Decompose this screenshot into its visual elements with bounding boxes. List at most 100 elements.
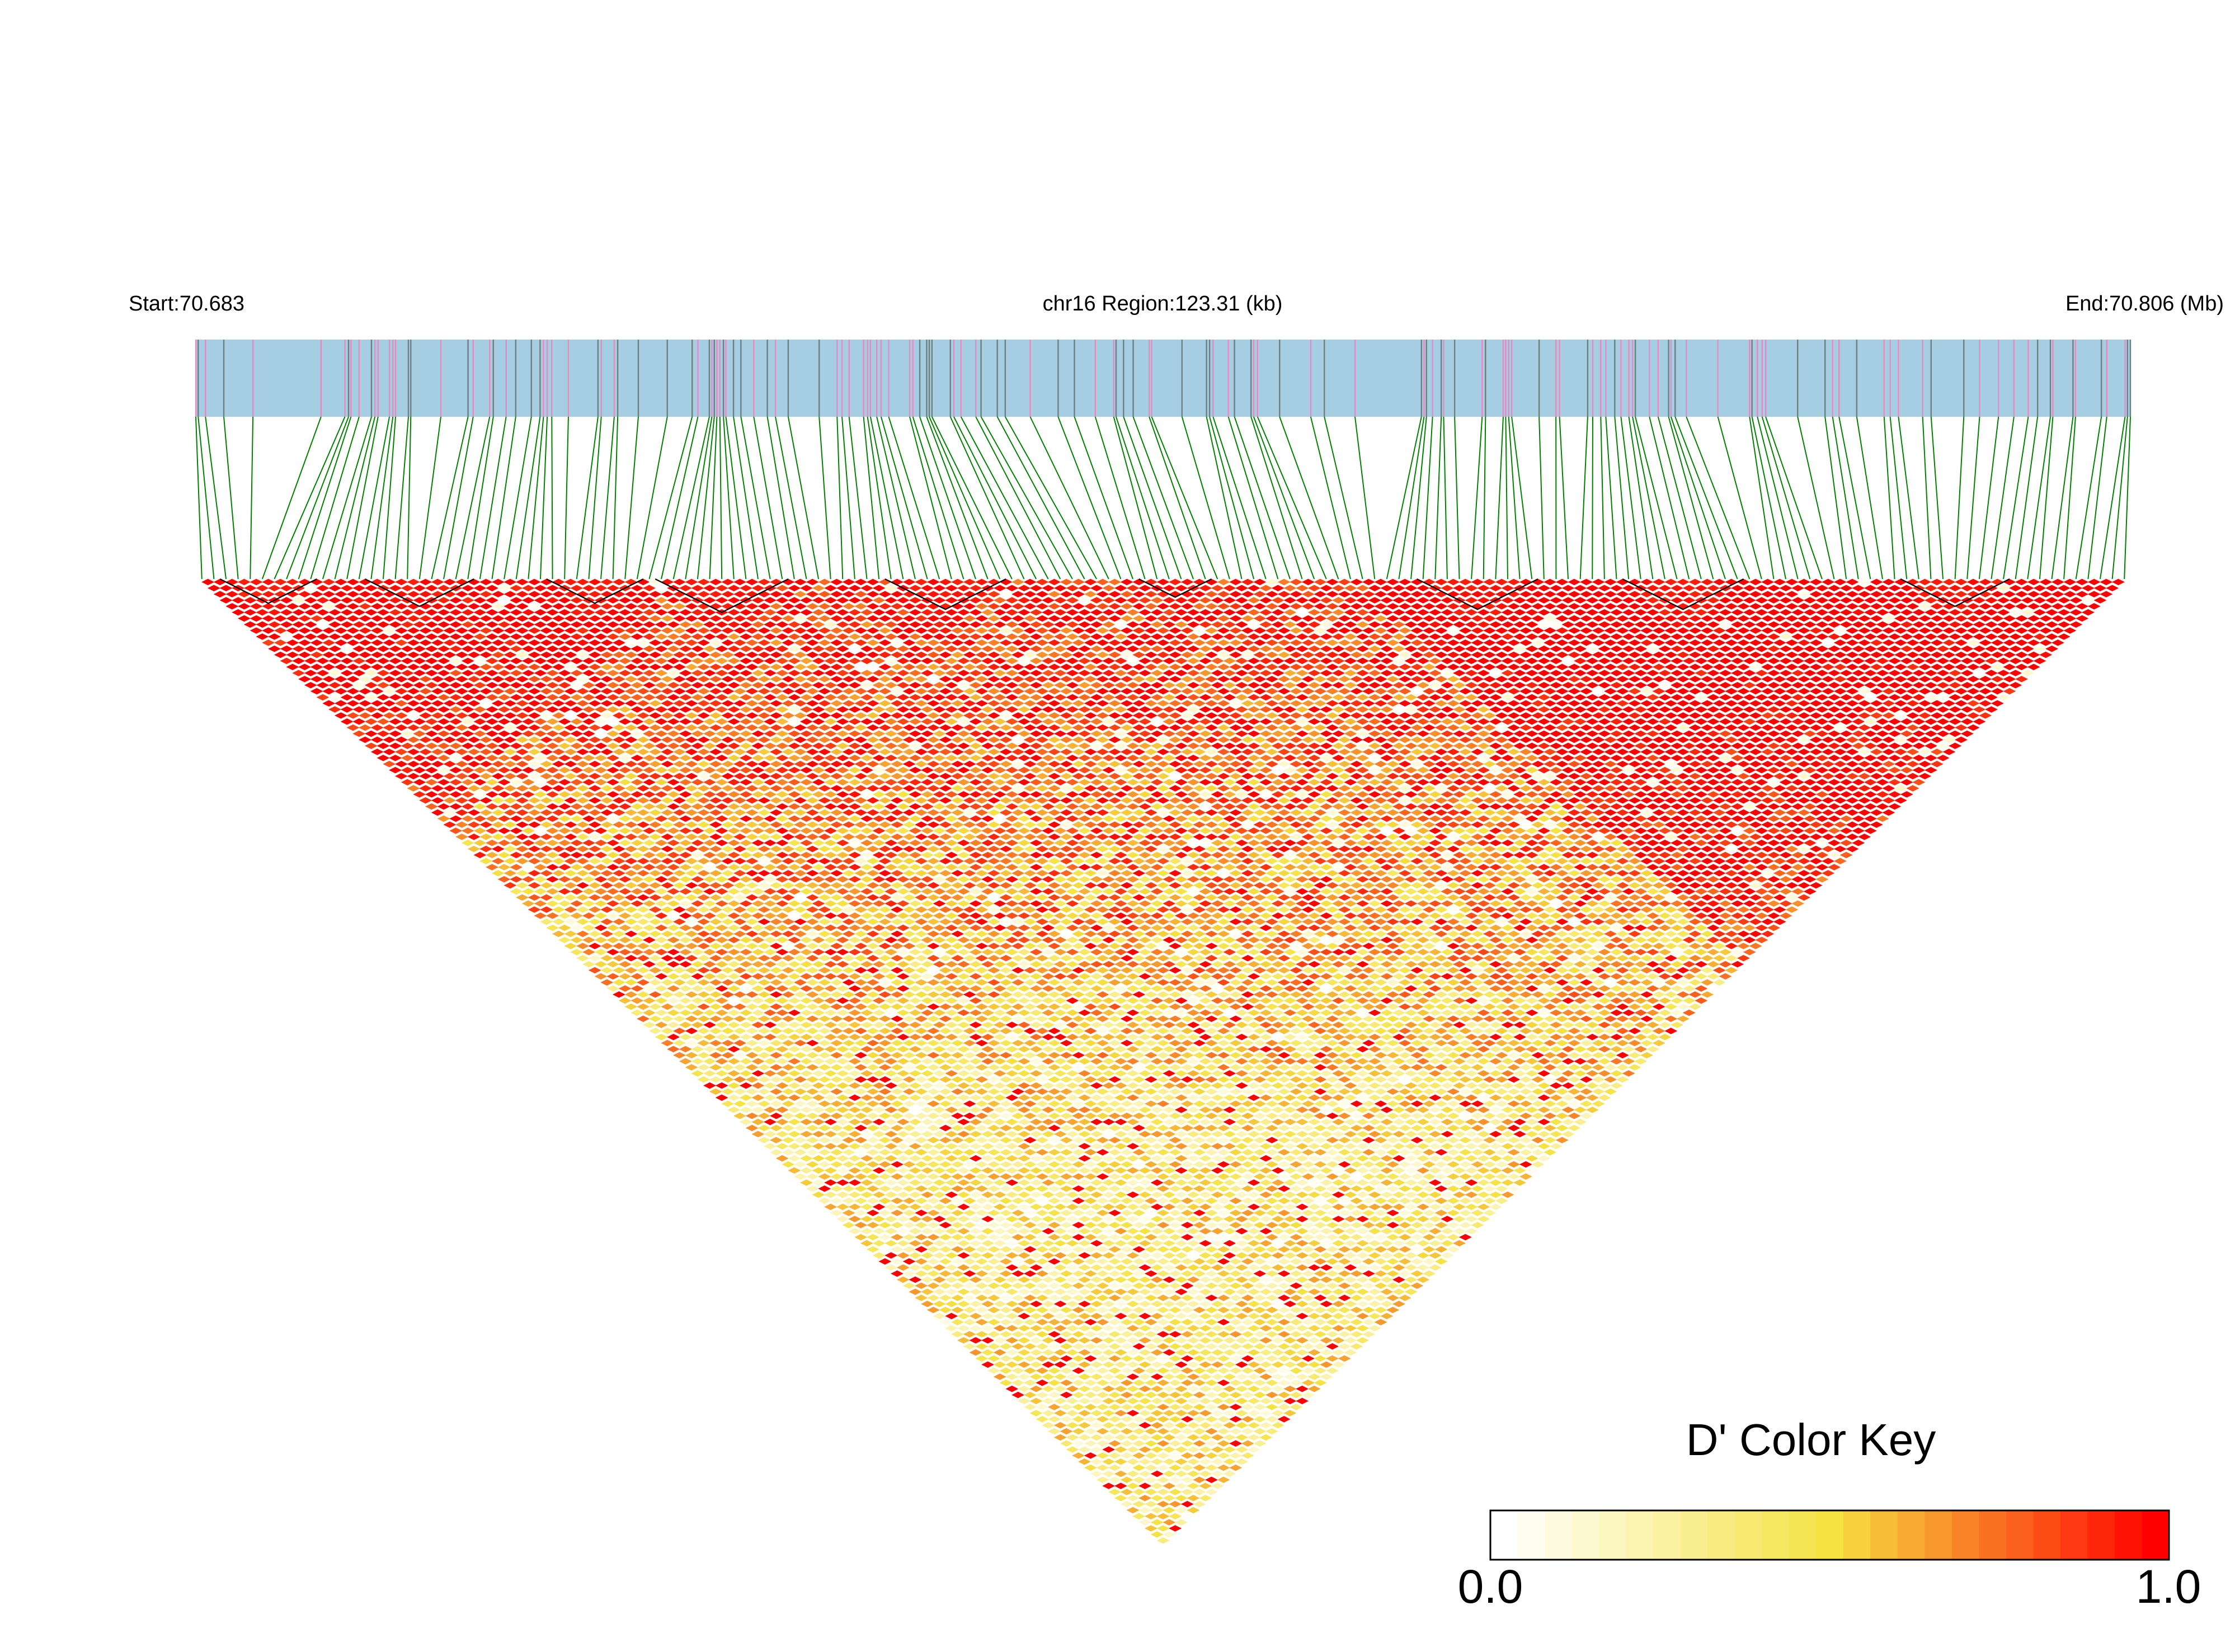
ld-cell — [1120, 1209, 1133, 1216]
ld-cell — [370, 700, 384, 707]
ld-cell — [443, 724, 457, 731]
ld-cell — [1344, 1349, 1357, 1356]
ld-cell — [733, 967, 747, 974]
ld-cell — [1084, 1100, 1097, 1107]
ld-cell — [546, 609, 559, 616]
ld-cell — [921, 936, 934, 943]
ld-cell — [939, 954, 952, 962]
ld-cell — [751, 912, 765, 919]
ld-cell — [757, 1112, 771, 1119]
ld-cell — [975, 1209, 989, 1216]
ld-cell — [963, 1064, 976, 1071]
ld-cell — [401, 670, 414, 676]
ld-cell — [769, 918, 783, 925]
ld-cell — [1156, 1489, 1170, 1495]
ld-cell — [715, 1046, 728, 1053]
ld-cell — [999, 1343, 1013, 1350]
ld-cell — [521, 597, 535, 604]
ld-cell — [999, 1319, 1013, 1326]
ld-cell — [637, 918, 650, 925]
ld-cell — [1096, 1209, 1109, 1216]
ld-cell — [1163, 1507, 1176, 1514]
ld-cell — [667, 803, 680, 810]
ld-cell — [1120, 1489, 1133, 1495]
ld-cell — [1156, 1173, 1170, 1180]
ld-cell — [401, 645, 414, 652]
ld-cell — [739, 961, 752, 968]
ld-cell — [733, 858, 747, 864]
ld-cell — [1235, 1301, 1248, 1307]
ld-cell — [1144, 1270, 1158, 1277]
ld-cell — [1199, 1470, 1212, 1477]
ld-cell — [624, 809, 638, 816]
ld-cell — [504, 821, 517, 828]
ld-cell — [1180, 1464, 1194, 1471]
ld-cell — [987, 1222, 1000, 1229]
ld-cell — [878, 1137, 892, 1143]
ld-cell — [685, 894, 698, 901]
ld-cell — [1180, 1319, 1194, 1326]
ld-cell — [963, 1173, 976, 1180]
ld-cell — [528, 773, 541, 780]
ld-cell — [909, 912, 922, 919]
snp-connector-line — [869, 416, 904, 580]
ld-cell — [764, 1009, 777, 1016]
ld-cell — [969, 1240, 982, 1247]
ld-cell — [872, 1179, 886, 1186]
ld-cell — [945, 1118, 958, 1126]
ld-cell — [1023, 1367, 1037, 1374]
ld-cell — [993, 1240, 1006, 1247]
ld-cell — [963, 1003, 976, 1010]
ld-cell — [715, 900, 728, 907]
ld-cell — [1223, 1288, 1236, 1295]
ld-cell — [516, 894, 529, 901]
ld-cell — [346, 615, 360, 622]
ld-cell — [842, 954, 855, 962]
ld-cell — [431, 639, 444, 646]
ld-cell — [473, 609, 487, 616]
ld-cell — [975, 1282, 989, 1289]
ld-cell — [564, 749, 577, 755]
ld-cell — [679, 815, 692, 822]
ld-cell — [902, 1052, 916, 1058]
ld-cell — [987, 991, 1000, 998]
ld-cell — [1102, 1301, 1116, 1307]
ld-cell — [540, 845, 553, 853]
ld-cell — [516, 845, 529, 853]
ld-cell — [812, 900, 825, 907]
ld-cell — [1144, 1525, 1158, 1532]
ld-cell — [667, 912, 680, 919]
ld-cell — [630, 973, 644, 980]
ld-cell — [993, 1082, 1006, 1089]
ld-cell — [806, 1185, 819, 1192]
ld-cell — [909, 985, 922, 992]
ld-cell — [933, 985, 946, 992]
ld-cell — [576, 663, 590, 670]
ld-cell — [262, 603, 275, 610]
ld-cell — [624, 749, 638, 755]
ld-cell — [975, 1246, 989, 1253]
ld-cell — [1048, 1428, 1061, 1435]
ld-cell — [939, 1185, 952, 1192]
ld-cell — [1090, 1470, 1103, 1477]
ld-cell — [848, 1046, 862, 1053]
ld-cell — [394, 773, 408, 780]
ld-cell — [1114, 1385, 1127, 1392]
ld-cell — [679, 827, 692, 834]
ld-cell — [1169, 1295, 1182, 1301]
ld-cell — [884, 924, 898, 931]
ld-cell — [1072, 1428, 1085, 1435]
ld-cell — [745, 1112, 759, 1119]
ld-cell — [818, 1028, 831, 1034]
ld-cell — [691, 1022, 704, 1028]
ld-cell — [292, 621, 305, 628]
ld-cell — [479, 845, 493, 853]
ld-cell — [957, 1107, 970, 1113]
ld-cell — [848, 1167, 862, 1174]
ld-cell — [1036, 1100, 1049, 1107]
ld-cell — [594, 621, 608, 628]
ld-cell — [1199, 1325, 1212, 1331]
ld-cell — [449, 597, 463, 604]
ld-cell — [727, 912, 741, 919]
snp-connector-line — [195, 416, 203, 580]
